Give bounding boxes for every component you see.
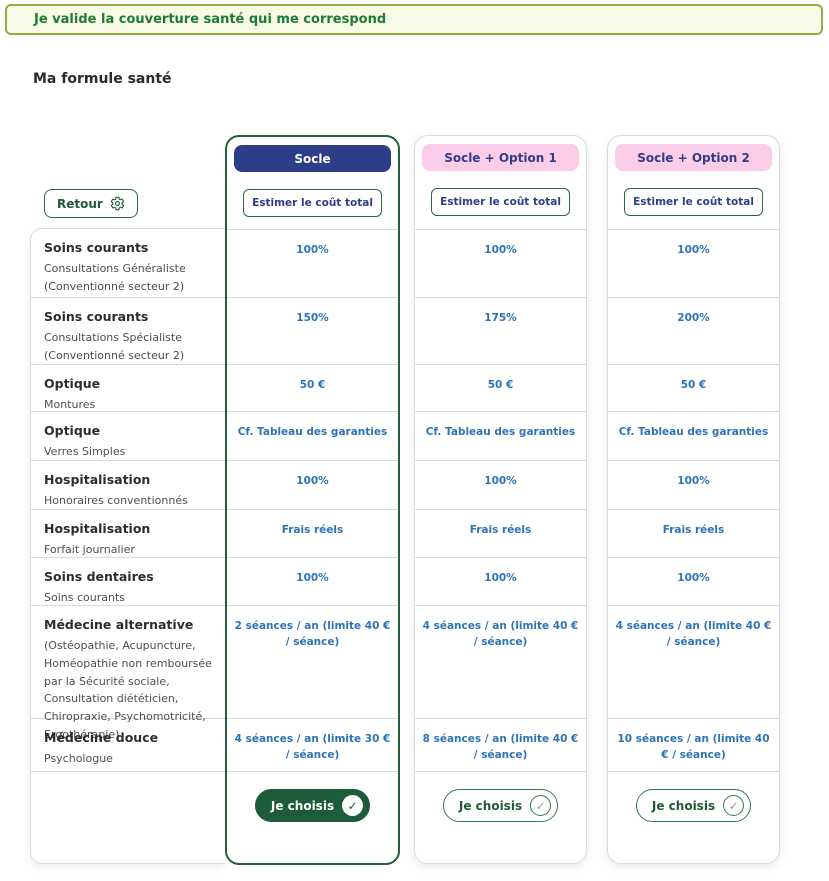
benefit-value: Cf. Tableau des garanties <box>227 411 398 460</box>
benefit-detail: Forfait journalier <box>44 543 135 556</box>
benefit-category: Optique <box>44 423 101 438</box>
benefit-detail: (Ostéopathie, Acupuncture, Homéopathie n… <box>44 639 212 742</box>
benefit-category: Soins courants <box>44 309 149 324</box>
plan-card-header: Socle + Option 2 Estimer le coût total <box>608 136 779 229</box>
choose-plan-label: Je choisis <box>651 798 716 813</box>
table-row: Optique Montures <box>31 364 225 411</box>
choose-cell: Je choisis ✓ <box>415 771 586 863</box>
plan-card-header: Socle Estimer le coût total <box>227 137 398 229</box>
benefit-category: Médecine douce <box>44 730 159 745</box>
benefit-category: Hospitalisation <box>44 521 151 536</box>
benefit-value: 100% <box>227 460 398 509</box>
benefit-value: Frais réels <box>415 509 586 557</box>
benefit-value: 50 € <box>608 364 779 411</box>
choose-plan-label: Je choisis <box>270 798 335 813</box>
benefit-value: 4 séances / an (limite 40 € / séance) <box>608 605 779 718</box>
table-row: Soins courants Consultations Spécialiste… <box>31 297 225 364</box>
benefit-category: Soins courants <box>44 240 149 255</box>
benefit-category: Soins dentaires <box>44 569 154 584</box>
plan-title-option1: Socle + Option 1 <box>422 144 579 171</box>
benefit-value: Frais réels <box>608 509 779 557</box>
benefits-column-header: Retour <box>30 135 225 228</box>
plan-comparison: Retour Soins courants Consultations Géné… <box>30 135 780 865</box>
benefit-value: 2 séances / an (limite 40 € / séance) <box>227 605 398 718</box>
plan-card-option2: Socle + Option 2 Estimer le coût total 1… <box>607 135 780 864</box>
table-row: Médecine douce Psychologue <box>31 718 225 771</box>
benefit-detail: Verres Simples <box>44 445 126 458</box>
plan-title-socle: Socle <box>234 145 391 172</box>
gear-icon <box>110 196 125 211</box>
benefit-value: Cf. Tableau des garanties <box>415 411 586 460</box>
estimate-cost-button[interactable]: Estimer le coût total <box>431 188 570 216</box>
choose-plan-label: Je choisis <box>458 798 523 813</box>
plan-card-socle: Socle Estimer le coût total 100% 150% 50… <box>225 135 400 865</box>
benefit-value: Frais réels <box>227 509 398 557</box>
benefit-value: 100% <box>227 557 398 605</box>
benefit-detail: Psychologue <box>44 752 113 765</box>
plan-card-header: Socle + Option 1 Estimer le coût total <box>415 136 586 229</box>
benefit-value: 100% <box>608 557 779 605</box>
choose-plan-button-option1[interactable]: Je choisis ✓ <box>442 789 559 822</box>
estimate-cost-button[interactable]: Estimer le coût total <box>243 189 382 217</box>
benefit-category: Médecine alternative <box>44 617 194 632</box>
check-circle-icon: ✓ <box>723 795 745 816</box>
benefit-detail: Consultations Spécialiste (Conventionné … <box>44 331 185 362</box>
check-circle-icon: ✓ <box>342 795 364 816</box>
table-row: Soins dentaires Soins courants <box>31 557 225 605</box>
benefit-value: 50 € <box>227 364 398 411</box>
benefit-detail: Honoraires conventionnés <box>44 494 188 507</box>
table-row: Hospitalisation Honoraires conventionnés <box>31 460 225 509</box>
benefit-detail: Consultations Généraliste (Conventionné … <box>44 262 186 293</box>
benefit-value: 8 séances / an (limite 40 € / séance) <box>415 718 586 771</box>
table-row-empty <box>31 771 225 863</box>
benefit-value: 10 séances / an (limite 40 € / séance) <box>608 718 779 771</box>
banner-text: Je valide la couverture santé qui me cor… <box>34 12 387 27</box>
benefit-category: Hospitalisation <box>44 472 151 487</box>
benefit-value: 50 € <box>415 364 586 411</box>
page-title: Ma formule santé <box>33 71 172 87</box>
benefit-detail: Soins courants <box>44 591 125 604</box>
plan-title-option2: Socle + Option 2 <box>615 144 772 171</box>
benefit-value: 100% <box>608 460 779 509</box>
benefit-value: 100% <box>608 229 779 297</box>
back-button-label: Retour <box>57 196 103 211</box>
benefit-value: 4 séances / an (limite 30 € / séance) <box>227 718 398 771</box>
benefit-value: 100% <box>415 460 586 509</box>
benefit-value: 175% <box>415 297 586 364</box>
table-row: Hospitalisation Forfait journalier <box>31 509 225 557</box>
benefit-detail: Montures <box>44 398 96 411</box>
table-row: Soins courants Consultations Généraliste… <box>31 229 225 297</box>
benefit-value: 100% <box>415 229 586 297</box>
benefits-table: Soins courants Consultations Généraliste… <box>30 228 225 864</box>
benefit-value: 100% <box>227 229 398 297</box>
benefits-column: Retour Soins courants Consultations Géné… <box>30 135 225 864</box>
back-button[interactable]: Retour <box>44 189 138 218</box>
benefit-value: 100% <box>415 557 586 605</box>
benefit-value: 200% <box>608 297 779 364</box>
table-row: Optique Verres Simples <box>31 411 225 460</box>
benefit-value: Cf. Tableau des garanties <box>608 411 779 460</box>
benefit-value: 150% <box>227 297 398 364</box>
table-row: Médecine alternative (Ostéopathie, Acupu… <box>31 605 225 741</box>
choose-plan-button-option2[interactable]: Je choisis ✓ <box>635 789 752 822</box>
check-circle-icon: ✓ <box>530 795 552 816</box>
choose-plan-button-socle[interactable]: Je choisis ✓ <box>254 789 371 822</box>
benefit-value: 4 séances / an (limite 40 € / séance) <box>415 605 586 718</box>
benefit-category: Optique <box>44 376 101 391</box>
choose-cell: Je choisis ✓ <box>227 771 398 863</box>
choose-cell: Je choisis ✓ <box>608 771 779 863</box>
plan-card-option1: Socle + Option 1 Estimer le coût total 1… <box>414 135 587 864</box>
estimate-cost-button[interactable]: Estimer le coût total <box>624 188 763 216</box>
validation-banner: Je valide la couverture santé qui me cor… <box>5 4 823 35</box>
